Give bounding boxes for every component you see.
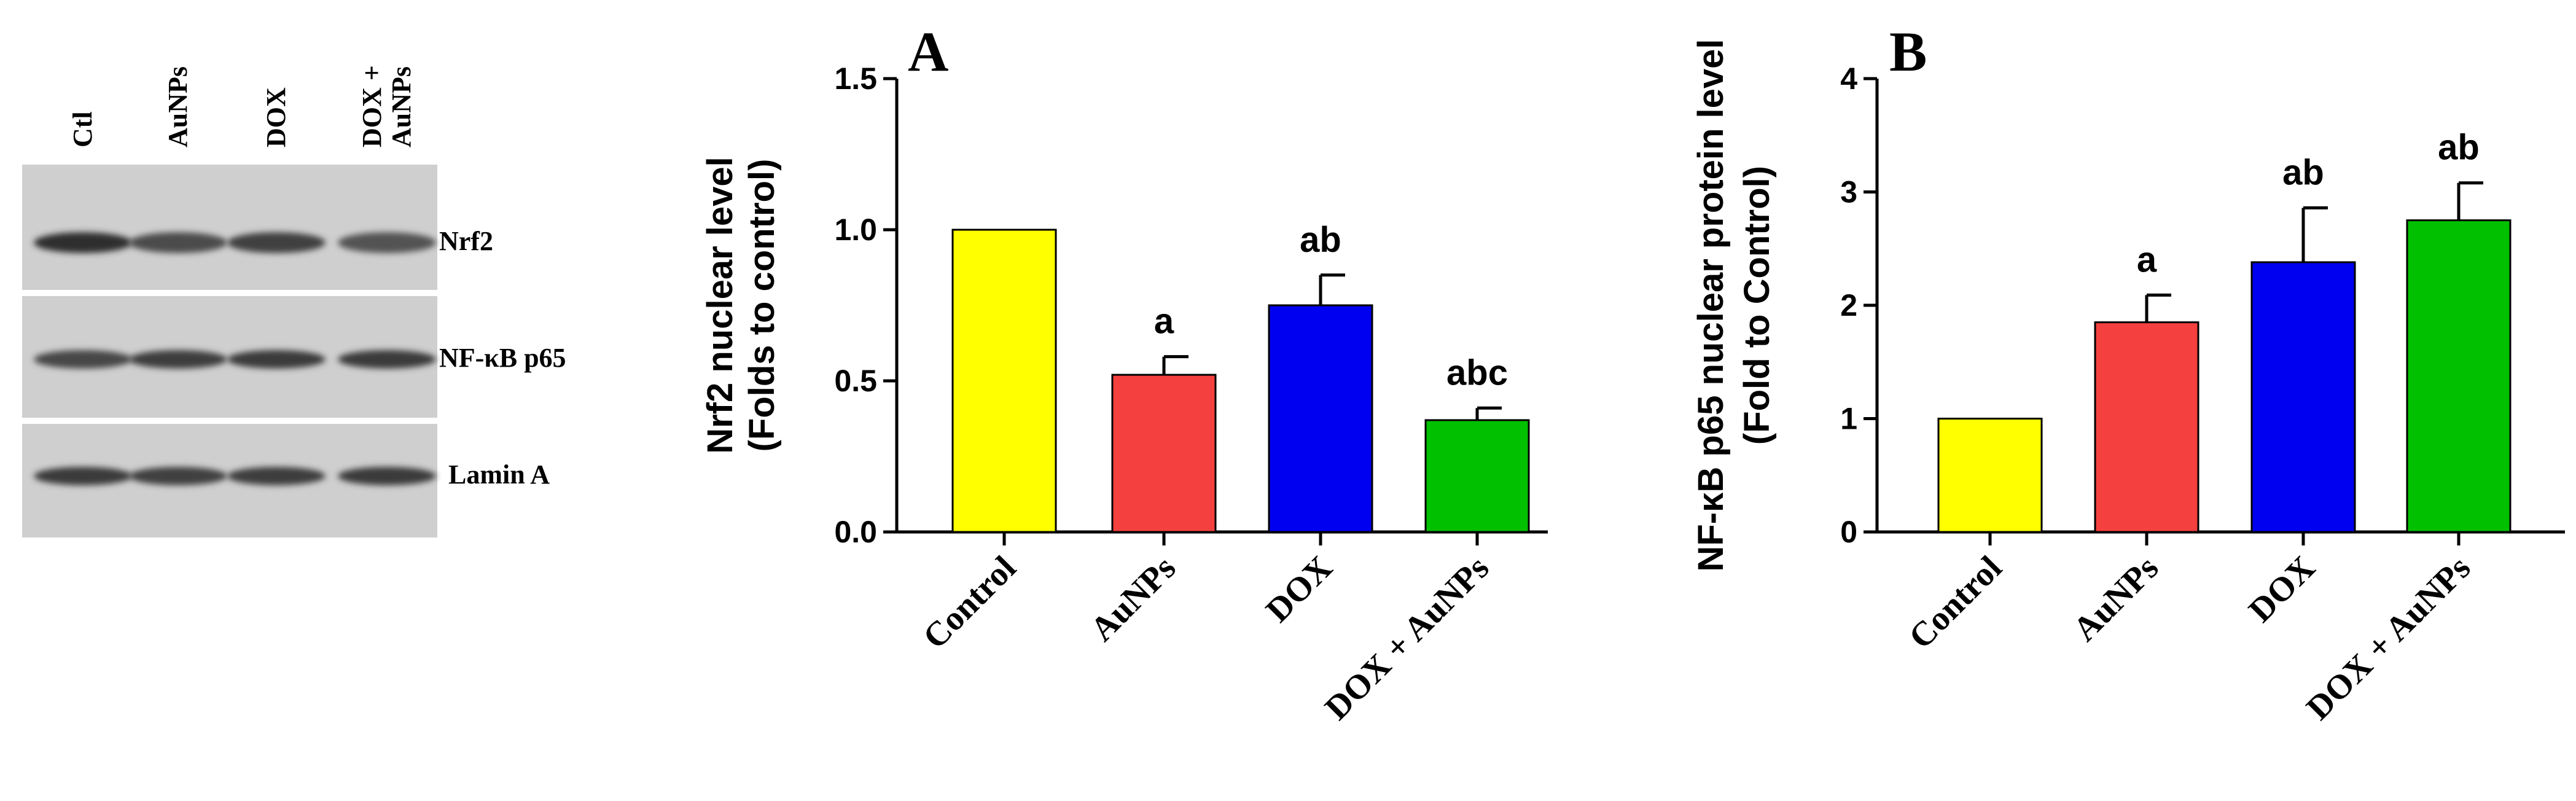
category-label: AuNPs	[1083, 549, 1184, 649]
significance-label: a	[2137, 240, 2157, 279]
y-axis-label: (Fold to Control)	[1737, 166, 1777, 445]
significance-label: ab	[1300, 220, 1341, 260]
blot-band	[227, 467, 326, 485]
blot-lane-label: DOX	[261, 87, 291, 147]
panel-letter: A	[908, 20, 948, 83]
blot-band	[338, 350, 436, 369]
y-tick-label: 0.0	[834, 515, 877, 549]
significance-label: ab	[2282, 152, 2324, 192]
y-axis-label: NF-κB p65 nuclear protein level	[1691, 39, 1731, 571]
blot-band	[338, 232, 436, 253]
category-label: DOX	[1259, 549, 1340, 630]
blot-row-label: NF-κB p65	[439, 343, 566, 373]
blot-lane-label: DOX +	[357, 65, 387, 147]
bar	[1111, 373, 1217, 533]
blot-strip	[22, 165, 437, 290]
blot-lane-label: AuNPs	[386, 66, 416, 147]
y-tick-label: 1	[1840, 402, 1857, 436]
blot-band	[34, 467, 132, 485]
blot-lane-label: Ctl	[68, 111, 98, 147]
significance-label: a	[1154, 302, 1174, 342]
category-label: AuNPs	[2066, 549, 2166, 649]
blot-band	[129, 350, 227, 369]
y-tick-label: 1.0	[834, 213, 877, 247]
y-axis-label: Nrf2 nuclear level	[700, 157, 740, 454]
chart-b: 0 1 2 3 4 NF-κB p65 nuclear protein level (Fol…	[1691, 20, 2565, 727]
blot-band	[227, 350, 326, 369]
blot-band	[129, 467, 227, 485]
bar	[1937, 418, 2043, 533]
significance-label: abc	[1446, 353, 1508, 393]
blot-band	[34, 232, 132, 253]
bar	[1424, 419, 1530, 533]
chart-a: 0.0 0.5 1.0 1.5 Nrf2 nuclear level (Folds to …	[700, 20, 1548, 727]
panel-letter: B	[1889, 20, 1927, 83]
blot-band	[129, 232, 227, 253]
blot-band	[227, 232, 326, 253]
y-tick-label: 0	[1840, 515, 1857, 549]
blot-lane-label: AuNPs	[163, 66, 193, 147]
y-tick-label: 1.5	[834, 61, 877, 96]
blot-band	[338, 467, 436, 485]
bar	[1268, 304, 1373, 533]
y-tick-label: 2	[1840, 288, 1857, 322]
category-label: Control	[916, 549, 1023, 656]
blot-row-label: Lamin A	[448, 459, 550, 490]
significance-label: ab	[2438, 128, 2480, 168]
category-label: DOX	[2241, 549, 2322, 630]
bar	[2250, 261, 2356, 533]
bar	[2406, 219, 2512, 533]
bar	[951, 229, 1057, 533]
bar	[2094, 321, 2199, 533]
y-tick-label: 3	[1840, 175, 1857, 209]
blot-row-label: Nrf2	[439, 226, 493, 256]
y-tick-label: 0.5	[834, 364, 877, 398]
category-label: DOX + AuNPs	[2299, 549, 2478, 727]
category-label: Control	[1902, 549, 2009, 656]
category-label: DOX + AuNPs	[1317, 549, 1496, 727]
blot-band	[34, 350, 132, 369]
y-tick-label: 4	[1840, 61, 1857, 96]
y-axis-label: (Folds to control)	[742, 159, 782, 452]
